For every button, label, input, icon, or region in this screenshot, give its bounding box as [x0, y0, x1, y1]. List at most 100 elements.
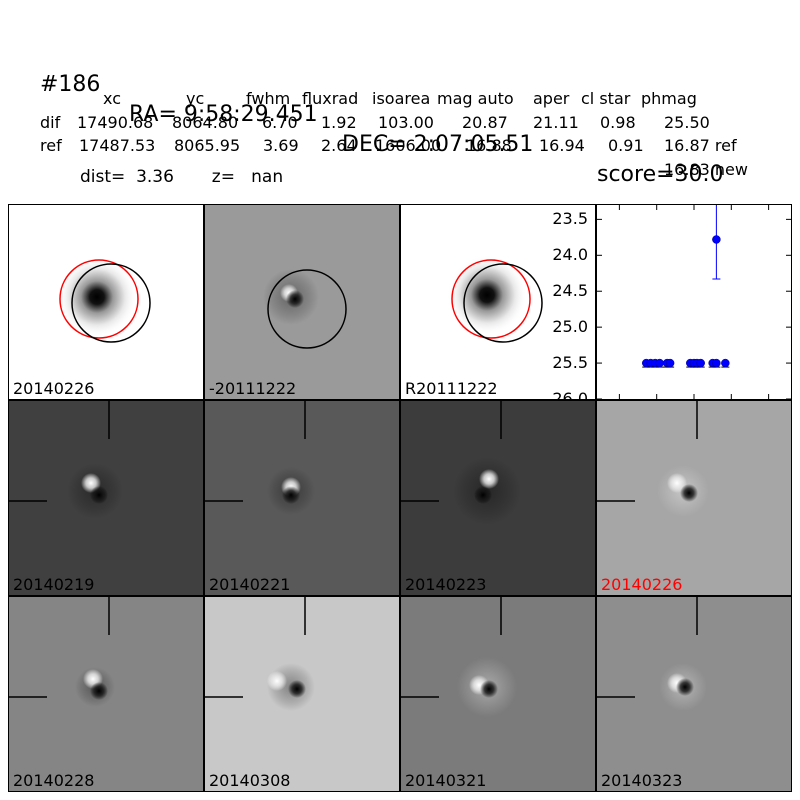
negative-lobe: [286, 290, 304, 308]
header-xc: xc: [103, 89, 121, 108]
dif-fwhm: 6.70: [262, 113, 298, 132]
negative-lobe: [282, 486, 300, 504]
header-aper: aper: [533, 89, 570, 108]
dif-aper: 21.11: [533, 113, 579, 132]
dif-isoarea: 103.00: [378, 113, 434, 132]
stamp-label: 20140323: [601, 771, 683, 790]
light-curve-svg: [597, 199, 791, 400]
positive-lobe: [479, 469, 499, 489]
reference-image-stamp: [447, 255, 543, 343]
data-point: [712, 358, 721, 368]
panel-new-image: 20140226: [8, 204, 204, 400]
stamp-panel: 20140221: [204, 400, 400, 596]
panel-reference-image: R20111222: [400, 204, 596, 400]
stamp-label: 20140226: [601, 575, 683, 594]
y-tick-label: 24.0: [552, 245, 588, 265]
negative-lobe: [474, 486, 492, 504]
light-curve-plot: [596, 199, 792, 400]
header-fluxrad: fluxrad: [302, 89, 359, 108]
stamp-image: [401, 597, 517, 717]
stamp-image: [205, 401, 315, 515]
ref-aperture-circle: [59, 259, 139, 339]
header-cl-star: cl star: [581, 89, 631, 108]
difference-image-stamp: [263, 269, 347, 349]
negative-lobe: [676, 678, 694, 696]
stamp-panel: 20140308: [204, 596, 400, 792]
ref-xc: 17487.53: [79, 136, 156, 155]
ref-fwhm: 3.69: [263, 136, 299, 155]
ref-isoarea: 1606.00: [375, 136, 442, 155]
score-value: score=30.0: [597, 162, 724, 187]
dif-phmag: 25.50: [664, 113, 710, 132]
dif-yc: 8064.80: [172, 113, 239, 132]
dif-fluxrad: 1.92: [321, 113, 357, 132]
new-aperture-circle: [463, 263, 543, 343]
dif-xc: 17490.68: [77, 113, 154, 132]
new-aperture-circle: [71, 263, 151, 343]
header-fwhm: fwhm: [246, 89, 291, 108]
negative-lobe: [90, 486, 108, 504]
dif-cl-star: 0.98: [600, 113, 636, 132]
panel-label: 20140226: [13, 379, 95, 398]
stamp-label: 20140223: [405, 575, 487, 594]
stamp-panel: 20140223: [400, 400, 596, 596]
row-label-ref: ref: [40, 136, 62, 155]
stamp-image: [9, 401, 123, 519]
aperture-circle: [267, 269, 347, 349]
data-point: [712, 235, 721, 244]
ref-fluxrad: 2.64: [321, 136, 357, 155]
ref-yc: 8065.95: [174, 136, 241, 155]
candidate-title: #186 RA= 9:58:29.451 DEC= 2:07:05.51 sco…: [40, 40, 724, 190]
data-point: [696, 358, 705, 368]
stamp-panel: 20140323: [596, 596, 792, 792]
ref-cl-star: 0.91: [608, 136, 644, 155]
stamp-panel: 20140321: [400, 596, 596, 792]
row-label-dif: dif: [40, 113, 61, 132]
ref-aper: 16.94: [539, 136, 585, 155]
new-image-stamp: [57, 257, 151, 343]
positive-lobe: [267, 671, 287, 691]
y-tick-label: 23.5: [552, 209, 588, 229]
header-phmag: phmag: [641, 89, 697, 108]
data-point: [721, 358, 730, 368]
stamp-panel: 20140226: [596, 400, 792, 596]
stamp-image: [9, 597, 115, 707]
y-tick-label: 24.5: [552, 281, 588, 301]
data-point: [655, 358, 664, 368]
negative-lobe: [288, 680, 306, 698]
stamp-panel: 20140219: [8, 400, 204, 596]
stamp-image: [597, 597, 707, 711]
stamp-image: [597, 401, 709, 517]
negative-lobe: [480, 680, 498, 698]
ref-mag-auto: 16.88: [466, 136, 512, 155]
panel-difference-image: -20111222: [204, 204, 400, 400]
ref-phmag: 16.87 ref: [664, 136, 737, 155]
ref-aperture-circle: [451, 259, 531, 339]
header-yc: yc: [186, 89, 205, 108]
header-mag-auto: mag auto: [437, 89, 514, 108]
candidate-id: #186: [40, 72, 101, 97]
ra-value: RA= 9:58:29.451: [129, 102, 318, 127]
panel-label: -20111222: [209, 379, 297, 398]
dec-value: DEC= 2:07:05.51: [342, 132, 534, 157]
data-point: [665, 358, 675, 368]
stamp-panel: 20140228: [8, 596, 204, 792]
stamp-image: [205, 597, 315, 711]
stamp-label: 20140321: [405, 771, 487, 790]
new-phmag: 16.83 new: [664, 160, 748, 179]
y-tick-label: 25.0: [552, 317, 588, 337]
dist-redshift-line: dist= 3.36 z= nan: [80, 167, 284, 187]
stamp-label: 20140219: [13, 575, 95, 594]
stamp-label: 20140308: [209, 771, 291, 790]
stamp-image: [401, 401, 521, 525]
negative-lobe: [680, 484, 698, 502]
source-blob: [57, 257, 137, 337]
header-isoarea: isoarea: [372, 89, 431, 108]
dif-mag-auto: 20.87: [462, 113, 508, 132]
y-tick-label: 25.5: [552, 353, 588, 373]
source-blob: [447, 255, 527, 335]
negative-lobe: [90, 682, 108, 700]
stamp-label: 20140221: [209, 575, 291, 594]
panel-label: R20111222: [405, 379, 498, 398]
stamp-label: 20140228: [13, 771, 95, 790]
